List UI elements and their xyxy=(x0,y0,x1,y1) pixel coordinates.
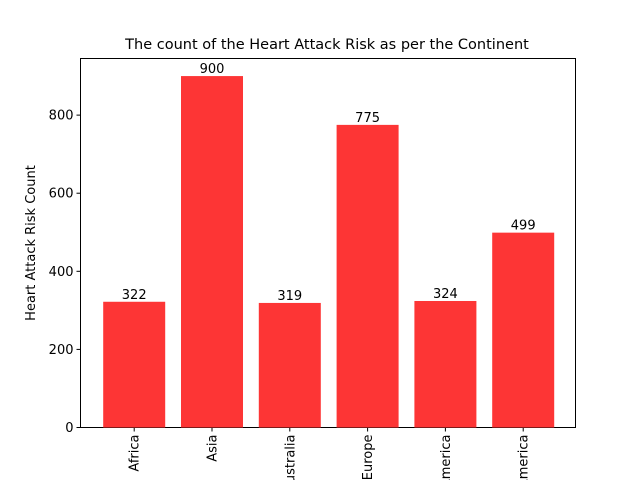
x-tick-label: North America xyxy=(439,435,454,480)
x-tick-label: Asia xyxy=(206,435,221,462)
y-axis-label: Heart Attack Risk Count xyxy=(24,165,39,321)
bar xyxy=(181,76,243,428)
data-label: 775 xyxy=(355,111,380,126)
bar xyxy=(103,301,166,428)
bar xyxy=(414,300,477,428)
data-label: 324 xyxy=(433,287,458,302)
bar xyxy=(258,302,321,428)
y-tick-label: 600 xyxy=(49,187,74,202)
data-label: 900 xyxy=(200,62,225,77)
data-label: 499 xyxy=(511,219,536,234)
chart-title: The count of the Heart Attack Risk as pe… xyxy=(124,37,529,53)
data-label: 319 xyxy=(277,289,302,304)
y-tick-label: 800 xyxy=(49,109,74,124)
y-tick-label: 200 xyxy=(49,343,74,358)
x-tick-label: Australia xyxy=(283,435,298,480)
x-tick-label: Europe xyxy=(361,435,376,480)
x-tick-label: Africa xyxy=(128,435,143,472)
y-tick-label: 400 xyxy=(49,265,74,280)
y-tick-label: 0 xyxy=(65,421,73,436)
data-label: 322 xyxy=(122,288,147,303)
bar xyxy=(492,232,555,428)
x-tick-label: South America xyxy=(517,435,532,480)
bar xyxy=(336,124,399,428)
axes-frame xyxy=(80,58,576,428)
